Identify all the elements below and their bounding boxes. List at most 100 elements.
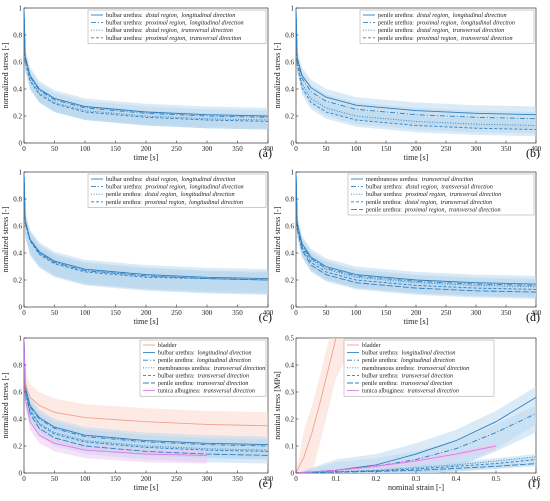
legend-region: proximal region, [404, 206, 447, 213]
y-tick-label: 0.2 [285, 416, 294, 424]
legend-direction: transversal direction [407, 388, 459, 395]
x-axis-label: time [s] [404, 153, 429, 162]
series-band [296, 8, 536, 129]
legend-entry: bulbar urethra: longitudinal direction [158, 350, 252, 357]
legend-direction: longitudinal direction [198, 350, 252, 357]
legend-direction: longitudinal direction [181, 12, 235, 19]
y-tick-label: 0.2 [285, 277, 294, 285]
y-axis-label: normalized stress [-] [1, 372, 10, 438]
legend-direction: transversal direction [190, 35, 242, 42]
series-band [296, 338, 344, 473]
y-tick-label: 0.8 [13, 32, 22, 40]
series-line [24, 338, 268, 447]
legend-region: proximal region, [416, 35, 459, 42]
x-tick-label: 200 [411, 145, 422, 153]
x-tick-label: 350 [501, 309, 512, 317]
x-tick-label: 400 [263, 475, 274, 483]
legend-direction: longitudinal direction [190, 20, 244, 27]
y-tick-label: 0 [291, 140, 295, 148]
legend-box [359, 9, 535, 44]
x-tick-label: 200 [141, 309, 152, 317]
y-tick-label: 0.6 [285, 223, 294, 231]
legend-direction: transversal direction [401, 380, 453, 387]
series-line [296, 445, 497, 473]
x-tick-label: 150 [110, 309, 121, 317]
series-line [296, 172, 536, 290]
legend-region: distal region, [405, 199, 438, 206]
x-tick-label: 250 [171, 309, 182, 317]
legend-tissue: membranous urethra: [158, 365, 211, 372]
series-band [24, 8, 268, 130]
panel-label: (c) [259, 310, 272, 324]
series-line [296, 456, 536, 473]
panel-label: (a) [259, 146, 272, 160]
x-tick-label: 400 [531, 145, 542, 153]
series-band [24, 8, 268, 130]
legend-tissue: bulbar urethra: [158, 372, 195, 379]
x-tick-label: 350 [501, 145, 512, 153]
legend-entry: bladder [158, 342, 177, 349]
legend-tissue: tunica albuginea: [158, 388, 201, 395]
y-tick-label: 0.3 [285, 389, 294, 397]
legend-entry: penile urethra: transversal direction [158, 380, 248, 387]
x-tick-label: 50 [323, 145, 331, 153]
series-line [24, 338, 268, 427]
legend-tissue: penile urethra: [362, 357, 398, 364]
plot-content [24, 172, 268, 295]
legend-tissue: bulbar urethra: [362, 372, 399, 379]
x-tick-label: 400 [263, 145, 274, 153]
legend-entry: bulbar urethra: distal region, transversal… [366, 184, 493, 191]
panel-label: (e) [259, 476, 272, 490]
legend-entry: penile urethra: distal region, transversal… [366, 199, 492, 206]
legend-direction: transversal direction [453, 27, 505, 34]
legend-direction: longitudinal direction [189, 199, 243, 206]
x-tick-label: 0.5 [492, 475, 501, 483]
x-tick-label: 300 [202, 145, 213, 153]
y-axis-label: normalized stress [-] [273, 42, 282, 108]
legend-box [139, 339, 267, 397]
series-band [24, 172, 268, 291]
x-tick-label: 200 [141, 145, 152, 153]
legend-entry: penile urethra: distal region, longitudina… [106, 191, 235, 198]
plot-content [24, 8, 268, 130]
x-tick-label: 150 [381, 309, 392, 317]
x-tick-label: 100 [80, 309, 91, 317]
legend-direction: longitudinal direction [461, 20, 515, 27]
legend-region: proximal region, [405, 191, 448, 198]
series-line [296, 172, 536, 286]
x-tick-label: 100 [80, 475, 91, 483]
legend-entry: penile urethra: distal region, longitudina… [378, 12, 507, 19]
legend-entry: penile urethra: longitudinal direction [158, 357, 251, 364]
y-tick-label: 1 [291, 169, 295, 177]
legend-box [343, 339, 495, 397]
x-tick-label: 400 [531, 309, 542, 317]
y-tick-label: 0 [291, 470, 295, 478]
legend-tissue: bulbar urethra: [106, 27, 143, 34]
plot-content [296, 172, 536, 299]
legend-tissue: bulbar urethra: [366, 184, 403, 191]
legend-entry: penile urethra: transversal direction [362, 380, 452, 387]
legend-entry: bulbar urethra: distal region, longitudina… [106, 176, 235, 183]
y-tick-label: 0 [19, 470, 23, 478]
series-line [296, 8, 536, 116]
legend-direction: longitudinal direction [401, 357, 455, 364]
y-tick-label: 0.6 [13, 389, 22, 397]
y-axis-label: normalized stress [-] [273, 206, 282, 272]
legend-tissue: bulbar urethra: [362, 350, 399, 357]
legend-direction: transversal direction [181, 27, 233, 34]
x-tick-label: 50 [51, 309, 59, 317]
legend-entry: bulbar urethra: proximal region, transvers… [106, 35, 241, 42]
legend-region: distal region, [417, 27, 450, 34]
legend-tissue: bulbar urethra: [366, 191, 403, 198]
series-line [24, 8, 268, 117]
x-tick-label: 0 [294, 145, 298, 153]
y-axis-label: normalized stress [-] [1, 206, 10, 272]
legend-tissue: penile urethra: [378, 12, 414, 19]
series-line [296, 8, 536, 120]
x-tick-label: 100 [351, 309, 362, 317]
x-tick-label: 250 [441, 145, 452, 153]
legend-tissue: bulbar urethra: [106, 35, 143, 42]
series-band [24, 338, 268, 460]
x-tick-label: 0 [22, 475, 26, 483]
